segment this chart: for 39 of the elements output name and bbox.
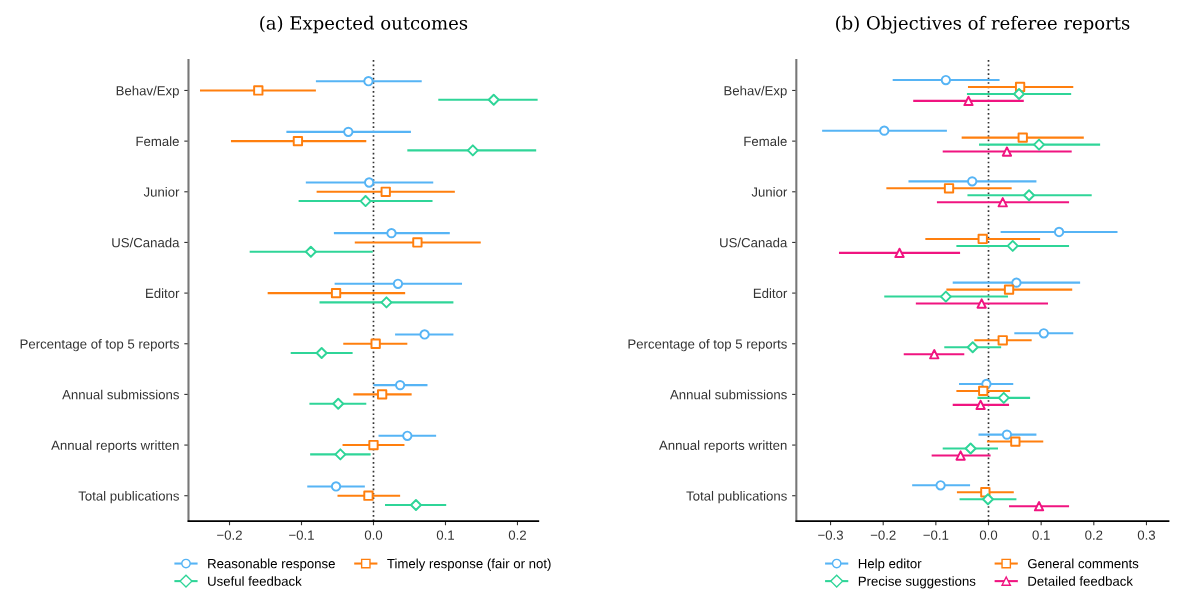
y-tick-label: Female	[744, 136, 787, 147]
y-tick-label: Editor	[146, 288, 180, 299]
x-tick-label: 0.1	[436, 530, 455, 540]
legend-label: Precise suggestions	[858, 576, 976, 589]
chart-title: (b) Objectives of referee reports	[836, 15, 1130, 34]
x-tick-label: 0.2	[1085, 530, 1103, 540]
legend-label: Useful feedback	[208, 576, 302, 586]
y-tick-label: Annual submissions	[669, 389, 787, 400]
x-tick-label: 0.1	[1032, 530, 1050, 540]
legend-label: Timely response (fair or not)	[387, 558, 551, 571]
x-tick-label: −0.3	[818, 530, 843, 540]
x-tick-label: 0.2	[508, 530, 526, 540]
x-tick-label: −0.2	[870, 530, 896, 540]
y-tick-label: Behav/Exp	[116, 85, 179, 98]
y-tick-label: Total publications	[686, 490, 787, 504]
y-tick-label: US/Canada	[112, 237, 180, 248]
x-tick-label: 0.0	[364, 530, 383, 540]
legend-label: General comments	[1027, 558, 1139, 569]
x-tick-label: −0.1	[289, 530, 314, 540]
y-tick-label: Annual reports written	[51, 440, 179, 453]
legend-label: Help editor	[858, 558, 922, 571]
legend-label: Detailed feedback	[1028, 576, 1133, 586]
legend-label: Reasonable response	[208, 558, 335, 571]
y-tick-label: Percentage of top 5 reports	[20, 338, 179, 352]
y-tick-label: US/Canada	[720, 237, 788, 248]
x-tick-label: 0.3	[1137, 530, 1156, 540]
y-tick-label: Behav/Exp	[724, 85, 787, 98]
chart-title: (a) Expected outcomes	[260, 15, 468, 34]
y-tick-label: Junior	[751, 187, 788, 197]
y-tick-label: Junior	[143, 187, 180, 197]
x-tick-label: −0.2	[217, 530, 242, 540]
y-tick-label: Total publications	[78, 490, 179, 504]
y-tick-label: Annual reports written	[658, 440, 787, 453]
y-tick-label: Percentage of top 5 reports	[628, 338, 787, 352]
x-tick-label: 0.0	[979, 530, 998, 540]
y-tick-label: Annual submissions	[62, 389, 179, 400]
y-tick-label: Editor	[753, 288, 788, 299]
x-tick-label: −0.1	[923, 530, 949, 540]
y-tick-label: Female	[136, 136, 179, 147]
